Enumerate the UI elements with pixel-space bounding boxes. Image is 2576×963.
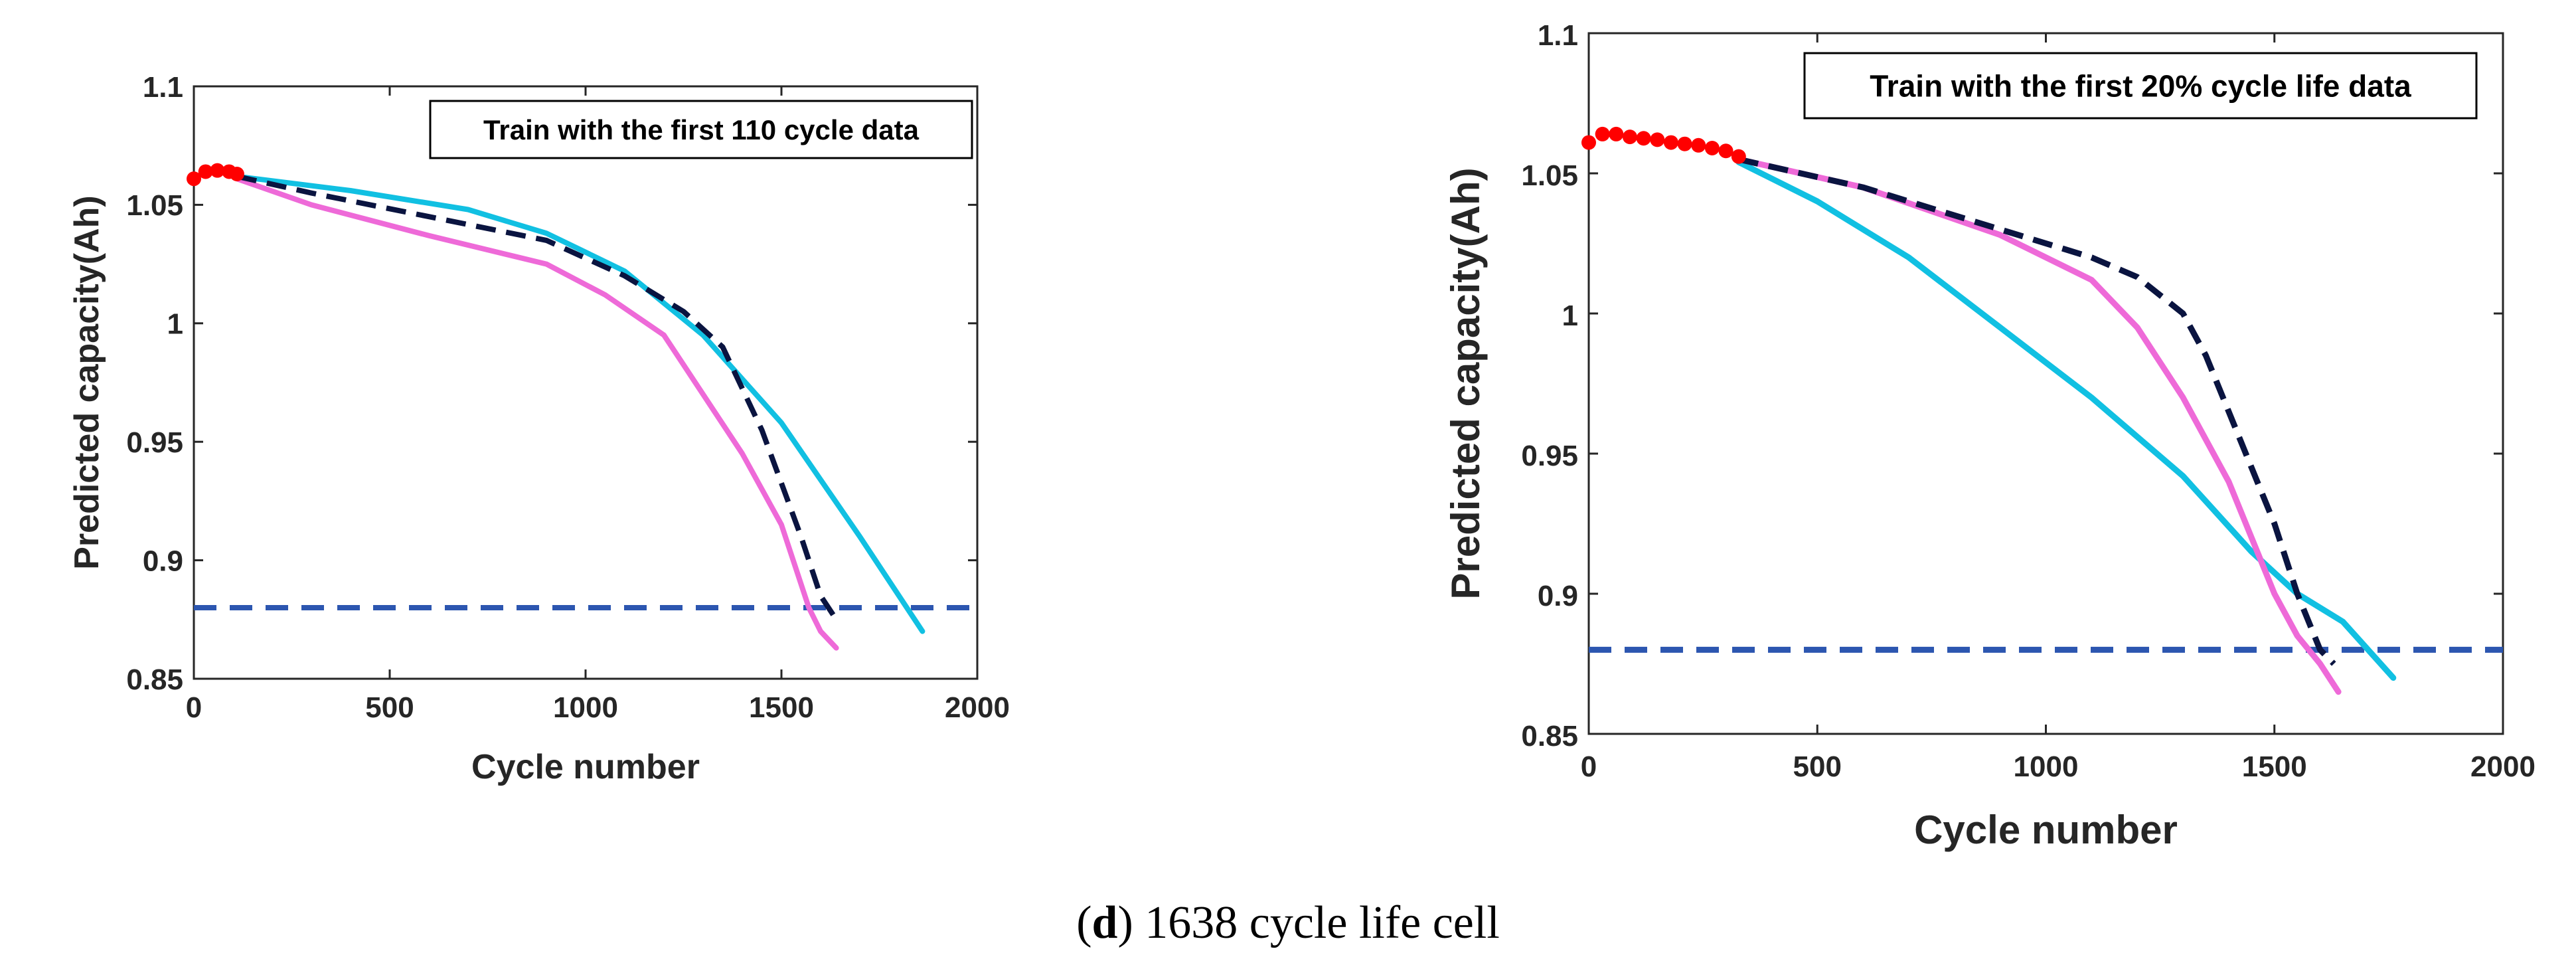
chart1-series-prediction-pink <box>1735 156 2342 695</box>
chart1-history-point <box>1677 136 1692 151</box>
caption-open-paren: ( <box>1076 897 1091 948</box>
chart1-x-tick-label: 500 <box>1793 750 1842 783</box>
chart0-plot-layer <box>194 173 977 651</box>
chart1-series-prediction-cyan <box>1735 159 2397 681</box>
chart0-history-point <box>210 163 225 178</box>
chart-right: 0 500 1000 1500 2000 0.85 0.9 0.95 1 1.05 1.1 Cycle… <box>1443 19 2536 852</box>
chart1-x-axis-label: Cycle number <box>1914 808 2178 852</box>
chart0-x-tick-label: 1000 <box>553 691 618 724</box>
chart1-plot-layer <box>1589 156 2503 695</box>
chart0-axes-box <box>193 85 979 680</box>
chart0-y-tick-label: 1.1 <box>143 71 183 104</box>
chart0-y-tick-label: 0.9 <box>143 545 183 577</box>
caption-text: 1638 cycle life cell <box>1133 897 1500 948</box>
chart1-history-point <box>1595 126 1610 141</box>
chart1-history-point <box>1731 149 1746 164</box>
chart0-history-point <box>198 164 213 179</box>
chart1-history-point <box>1718 143 1733 159</box>
chart1-y-tick-label: 1.1 <box>1538 19 1578 52</box>
chart1-y-tick-label: 1 <box>1562 300 1578 332</box>
caption-close-paren: ) <box>1117 897 1133 948</box>
chart1-history-point <box>1609 126 1624 141</box>
chart1-y-tick-label: 0.9 <box>1538 580 1578 612</box>
chart0-annotation-text: Train with the first 110 cycle data <box>483 114 920 145</box>
chart0-y-tick-label: 1 <box>167 308 183 341</box>
chart0-y-tick-label: 1.05 <box>126 189 183 222</box>
chart0-y-axis-label: Predicted capacity(Ah) <box>68 195 106 570</box>
chart1-series-actual <box>1737 156 2336 666</box>
chart0-x-axis-label: Cycle number <box>471 748 700 786</box>
chart1-y-tick-label: 1.05 <box>1521 159 1578 192</box>
chart1-history-point <box>1663 135 1678 150</box>
chart1-history-point <box>1691 137 1706 153</box>
chart1-history-point <box>1704 141 1720 156</box>
chart1-x-tick-label: 1000 <box>2014 750 2079 783</box>
chart0-y-tick-label: 0.95 <box>126 426 183 459</box>
chart0-series-prediction-pink <box>234 176 839 651</box>
chart0-x-tick-label: 1500 <box>749 691 814 724</box>
chart1-history-point <box>1636 131 1651 146</box>
chart1-annotation-box <box>1803 52 2478 120</box>
chart1-y-tick-label: 0.95 <box>1521 440 1578 472</box>
chart1-history-point <box>1622 130 1637 145</box>
chart1-y-tick-label: 0.85 <box>1521 720 1578 752</box>
chart0-series-actual <box>236 173 839 622</box>
chart0-history-point <box>229 167 244 182</box>
chart0-x-tick-label: 500 <box>365 691 414 724</box>
chart1-history-point <box>1650 132 1665 147</box>
chart1-axes-box <box>1587 32 2504 735</box>
chart0-y-tick-label: 0.85 <box>126 663 183 696</box>
chart1-x-tick-label: 1500 <box>2242 750 2307 783</box>
chart1-y-axis-label: Predicted capacity(Ah) <box>1443 167 1488 599</box>
chart0-x-tick-label: 2000 <box>945 691 1010 724</box>
chart0-series-prediction-cyan <box>234 173 926 634</box>
chart1-x-tick-label: 2000 <box>2470 750 2536 783</box>
figure-caption: (d) 1638 cycle life cell <box>1076 897 1500 948</box>
chart1-x-tick-label: 0 <box>1581 750 1597 783</box>
chart1-annotation-text: Train with the first 20% cycle life data <box>1870 69 2411 104</box>
chart0-history-point <box>187 171 201 187</box>
chart-left: 0 500 1000 1500 2000 0.85 0.9 0.95 1 1.05 1.1 Cycle… <box>68 71 1010 786</box>
caption-letter: d <box>1092 897 1118 948</box>
chart0-annotation-box <box>429 100 973 159</box>
chart1-history-point <box>1581 135 1596 150</box>
chart0-x-tick-label: 0 <box>186 691 202 724</box>
